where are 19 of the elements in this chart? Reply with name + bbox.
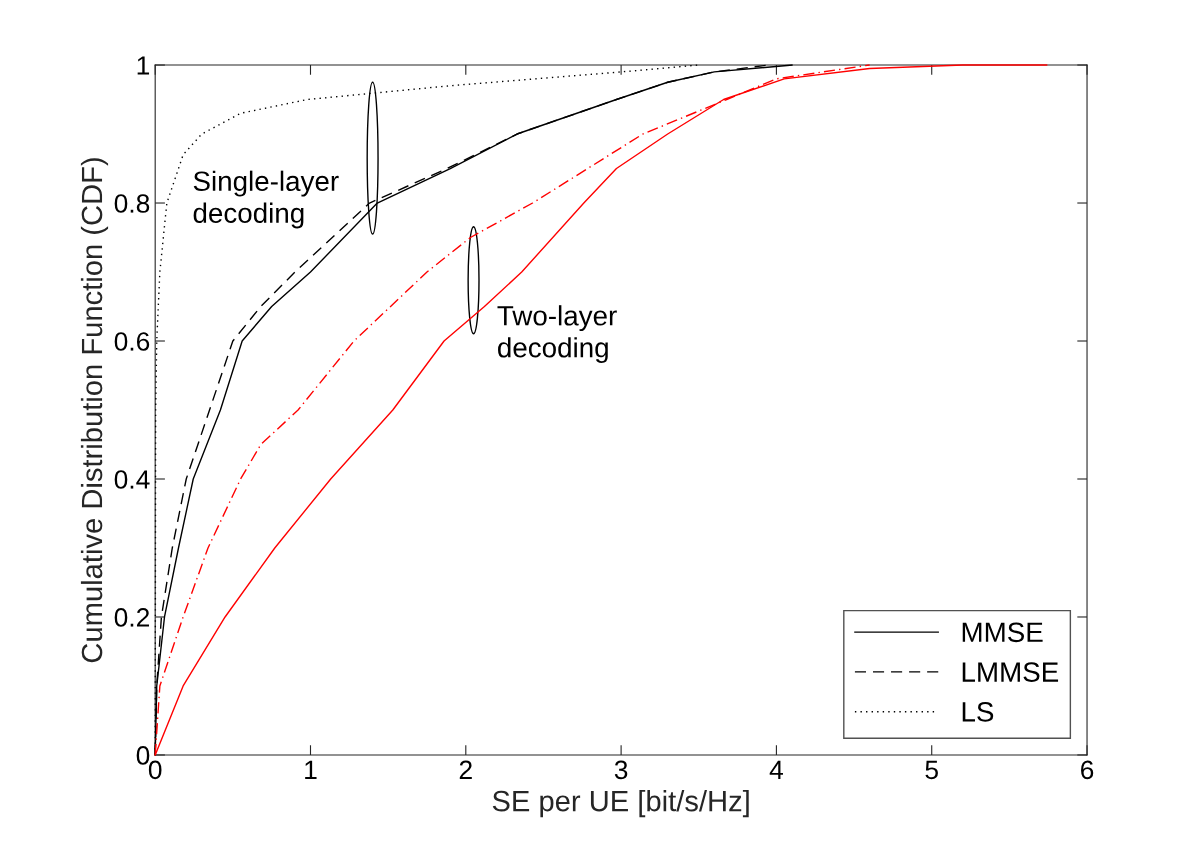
- y-tick-label: 0.8: [114, 194, 150, 213]
- x-tick-label: 4: [769, 760, 783, 779]
- legend-label: MMSE: [962, 622, 1043, 643]
- annotation: Single-layer decoding: [193, 170, 339, 229]
- y-tick-label: 0.4: [114, 470, 150, 489]
- x-axis-title: SE per UE [bit/s/Hz]: [492, 789, 749, 818]
- y-tick-label: 0.6: [114, 332, 150, 351]
- y-axis-title: Cumulative Distribution Function (CDF): [80, 158, 109, 663]
- legend-label: LMMSE: [962, 662, 1059, 682]
- x-tick-label: 1: [305, 760, 317, 779]
- x-tick-label: 2: [459, 760, 472, 779]
- y-tick-label: 1: [137, 56, 150, 75]
- legend-label: LS: [962, 702, 994, 722]
- x-tick-label: 5: [925, 760, 938, 780]
- x-tick-label: 3: [614, 760, 628, 780]
- annotation: Two-layer decoding: [497, 305, 617, 364]
- x-tick-label: 6: [1081, 760, 1094, 780]
- y-tick-label: 0: [136, 746, 150, 765]
- y-tick-label: 0.2: [114, 608, 149, 627]
